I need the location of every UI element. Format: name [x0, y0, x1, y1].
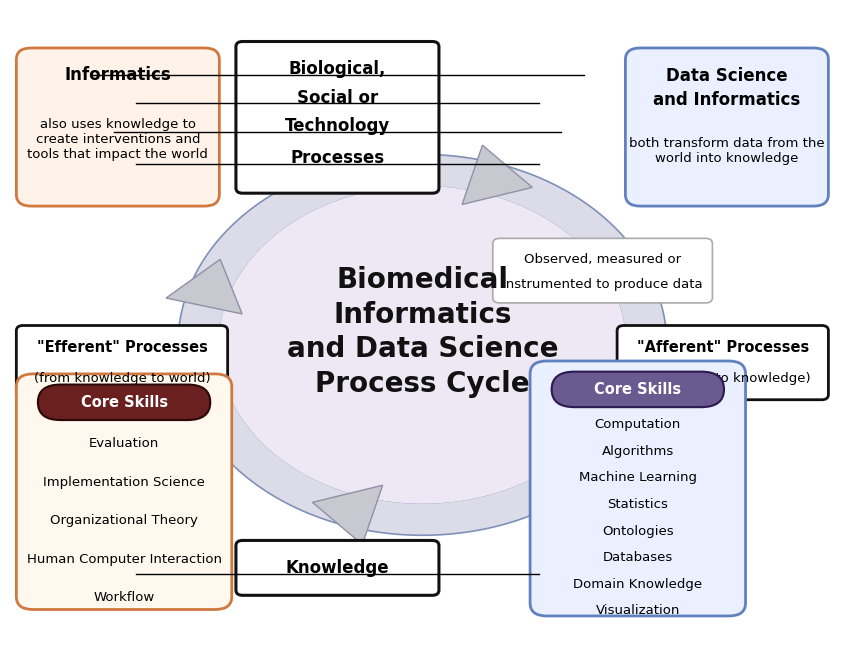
Text: and Informatics: and Informatics	[654, 91, 801, 109]
Polygon shape	[603, 376, 678, 430]
Text: Implementation Science: Implementation Science	[43, 476, 205, 489]
Text: Human Computer Interaction: Human Computer Interaction	[26, 553, 222, 566]
Text: Workflow: Workflow	[94, 591, 155, 604]
Circle shape	[219, 187, 626, 503]
Text: (from knowledge to world): (from knowledge to world)	[34, 372, 210, 385]
FancyBboxPatch shape	[16, 48, 219, 206]
Text: Domain Knowledge: Domain Knowledge	[573, 577, 702, 590]
FancyBboxPatch shape	[530, 361, 745, 616]
Text: Machine Learning: Machine Learning	[579, 471, 697, 484]
Text: Technology: Technology	[285, 117, 390, 135]
Text: Statistics: Statistics	[608, 498, 668, 511]
Text: Core Skills: Core Skills	[81, 395, 167, 410]
Text: Informatics: Informatics	[65, 66, 171, 84]
Text: instrumented to produce data: instrumented to produce data	[502, 279, 703, 292]
Polygon shape	[313, 485, 382, 544]
FancyBboxPatch shape	[626, 48, 829, 206]
Text: Algorithms: Algorithms	[602, 445, 674, 458]
Text: Knowledge: Knowledge	[286, 559, 389, 577]
Text: Processes: Processes	[291, 149, 384, 167]
FancyBboxPatch shape	[16, 326, 228, 400]
Text: Social or: Social or	[297, 89, 378, 107]
Text: "Afferent" Processes: "Afferent" Processes	[637, 340, 809, 355]
FancyBboxPatch shape	[38, 385, 210, 420]
Polygon shape	[462, 145, 532, 204]
Text: Biological,: Biological,	[289, 60, 386, 78]
FancyBboxPatch shape	[493, 238, 712, 303]
Text: Data Science: Data Science	[666, 68, 788, 85]
Text: Visualization: Visualization	[596, 604, 680, 617]
Text: Computation: Computation	[595, 419, 681, 432]
FancyBboxPatch shape	[16, 374, 232, 609]
Polygon shape	[178, 154, 666, 535]
FancyBboxPatch shape	[552, 372, 724, 407]
Text: Databases: Databases	[603, 551, 673, 564]
FancyBboxPatch shape	[236, 540, 439, 595]
FancyBboxPatch shape	[617, 326, 829, 400]
Text: also uses knowledge to
create interventions and
tools that impact the world: also uses knowledge to create interventi…	[27, 118, 208, 161]
Text: Core Skills: Core Skills	[594, 382, 682, 397]
Text: "Efferent" Processes: "Efferent" Processes	[37, 340, 207, 355]
Text: Evaluation: Evaluation	[89, 437, 159, 450]
Text: Biomedical
Informatics
and Data Science
Process Cycle: Biomedical Informatics and Data Science …	[286, 266, 558, 398]
Text: Observed, measured or: Observed, measured or	[524, 253, 681, 266]
Text: (from world to knowledge): (from world to knowledge)	[634, 372, 811, 385]
Text: both transform data from the
world into knowledge: both transform data from the world into …	[629, 137, 824, 165]
FancyBboxPatch shape	[236, 42, 439, 193]
Polygon shape	[166, 259, 242, 314]
Text: Organizational Theory: Organizational Theory	[50, 514, 198, 527]
Text: Ontologies: Ontologies	[602, 525, 674, 538]
